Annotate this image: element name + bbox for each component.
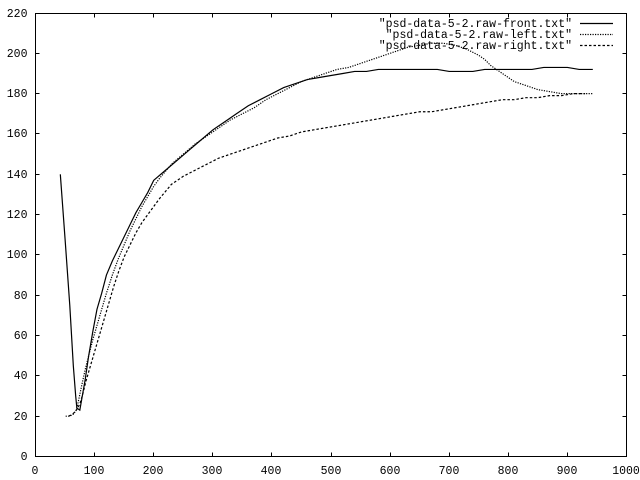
- svg-text:500: 500: [321, 465, 342, 478]
- svg-text:100: 100: [7, 249, 28, 262]
- svg-text:400: 400: [261, 465, 282, 478]
- svg-text:100: 100: [84, 465, 105, 478]
- svg-text:0: 0: [21, 451, 28, 464]
- svg-text:120: 120: [7, 209, 28, 222]
- svg-text:200: 200: [143, 465, 164, 478]
- svg-text:220: 220: [7, 8, 28, 21]
- svg-text:900: 900: [557, 465, 578, 478]
- svg-text:160: 160: [7, 128, 28, 141]
- svg-text:180: 180: [7, 88, 28, 101]
- svg-text:140: 140: [7, 169, 28, 182]
- svg-text:300: 300: [202, 465, 223, 478]
- svg-text:"psd-data-5-2.raw-right.txt": "psd-data-5-2.raw-right.txt": [379, 40, 572, 53]
- svg-text:20: 20: [14, 411, 28, 424]
- svg-text:0: 0: [32, 465, 39, 478]
- svg-text:60: 60: [14, 330, 28, 343]
- svg-text:1000: 1000: [612, 465, 640, 478]
- svg-text:600: 600: [380, 465, 401, 478]
- svg-text:700: 700: [439, 465, 460, 478]
- svg-text:200: 200: [7, 48, 28, 61]
- svg-text:80: 80: [14, 290, 28, 303]
- svg-text:800: 800: [498, 465, 519, 478]
- svg-text:40: 40: [14, 370, 28, 383]
